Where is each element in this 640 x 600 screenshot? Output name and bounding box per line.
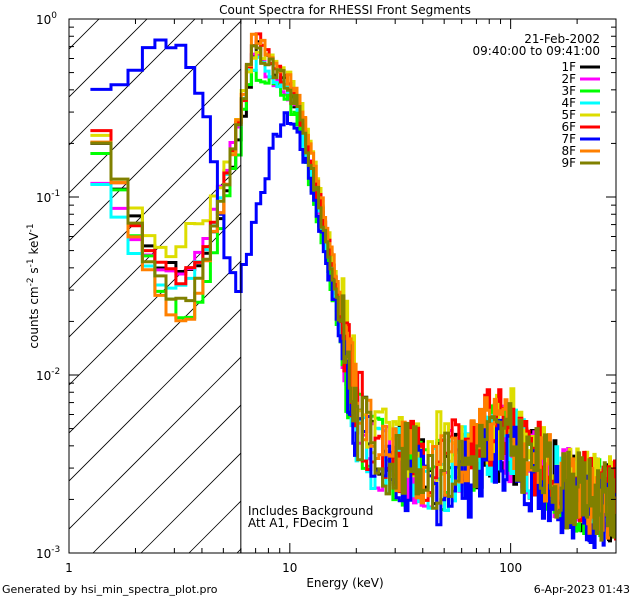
legend-label: 8F	[561, 144, 576, 158]
series-lines	[90, 32, 616, 549]
y-tick-label: 10-2	[36, 367, 60, 383]
time-range-label: 09:40:00 to 09:41:00	[473, 44, 600, 58]
chart-title: Count Spectra for RHESSI Front Segments	[219, 3, 471, 17]
y-label-exp2: -1	[26, 258, 36, 267]
x-tick-label: 10	[282, 561, 297, 575]
y-label-base: counts cm	[27, 286, 41, 348]
x-tick-label: 100	[499, 561, 522, 575]
x-tick-label: 1	[65, 561, 73, 575]
hatch-line	[69, 164, 241, 338]
hatch-line	[69, 19, 148, 98]
y-tick-label: 10-1	[36, 189, 60, 205]
hatch-line	[0, 0, 117, 553]
legend-label: 1F	[561, 60, 576, 74]
hatch-line	[69, 356, 241, 530]
hatch-line	[69, 116, 241, 290]
y-axis-label: counts cm-2 s-1 keV-1	[26, 223, 41, 348]
generated-by-footer: Generated by hsi_min_spectra_plot.pro	[2, 583, 218, 596]
hatch-line	[69, 308, 241, 482]
y-tick-label: 100	[36, 11, 57, 27]
date-label: 21-Feb-2002	[524, 32, 600, 46]
legend-label: 6F	[561, 120, 576, 134]
legend-label: 4F	[561, 96, 576, 110]
background-note: Includes Background	[248, 504, 373, 518]
legend-label: 5F	[561, 108, 576, 122]
timestamp-footer: 6-Apr-2023 01:43	[533, 583, 630, 596]
legend-label: 7F	[561, 132, 576, 146]
legend-label: 2F	[561, 72, 576, 86]
hatch-line	[92, 404, 241, 553]
series-9f-line	[90, 44, 616, 542]
y-label-mid: s	[27, 267, 41, 277]
y-label-exp1: -2	[26, 277, 36, 286]
attenuator-note: Att A1, FDecim 1	[248, 516, 349, 530]
hatch-line	[69, 19, 196, 146]
x-axis-label: Energy (keV)	[306, 576, 383, 590]
legend-label: 3F	[561, 84, 576, 98]
plot-frame	[68, 18, 617, 554]
axes: 1 10 100 100 10-1 10-2 10-3	[36, 11, 617, 575]
legend-label: 9F	[561, 156, 576, 170]
y-label-end: keV	[27, 232, 41, 259]
y-tick-label: 10-3	[36, 545, 60, 561]
hatch-line	[69, 20, 241, 194]
y-label-exp3: -1	[26, 223, 36, 232]
